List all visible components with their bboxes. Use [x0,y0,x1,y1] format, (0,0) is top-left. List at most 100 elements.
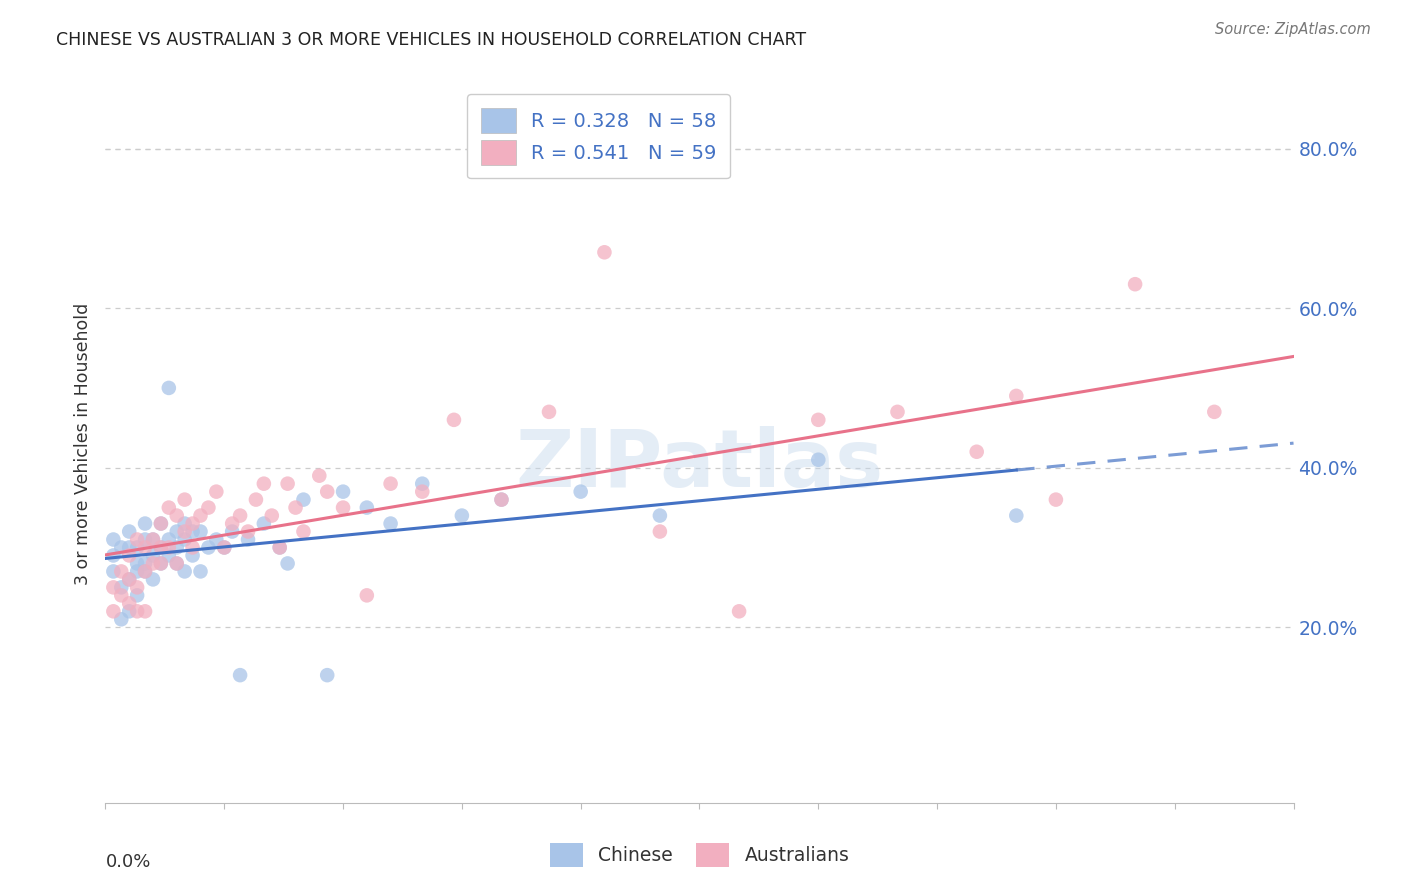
Point [253,516,276,531]
Point [142,573,165,587]
Point [450,508,472,523]
Point [292,524,315,539]
Point [127,588,149,602]
Point [886,405,908,419]
Point [134,541,156,555]
Y-axis label: 3 or more Vehicles in Household: 3 or more Vehicles in Household [75,302,93,585]
Point [103,549,125,563]
Point [149,541,172,555]
Point [214,541,236,555]
Point [166,524,188,539]
Point [205,533,228,547]
Point [103,533,125,547]
Point [807,413,830,427]
Point [173,516,195,531]
Point [221,524,243,539]
Point [269,541,291,555]
Point [110,541,132,555]
Point [127,581,149,595]
Point [149,516,172,531]
Point [236,533,259,547]
Point [197,541,219,555]
Text: Source: ZipAtlas.com: Source: ZipAtlas.com [1215,22,1371,37]
Point [118,524,141,539]
Point [142,557,165,571]
Point [277,557,299,571]
Point [157,541,180,555]
Point [157,381,180,395]
Point [316,668,339,682]
Point [411,484,433,499]
Point [142,533,165,547]
Point [236,524,259,539]
Point [110,565,132,579]
Point [181,516,204,531]
Point [1005,389,1028,403]
Point [1045,492,1067,507]
Legend: Chinese, Australians: Chinese, Australians [540,833,859,876]
Point [173,533,195,547]
Point [127,541,149,555]
Point [648,524,671,539]
Text: 0.0%: 0.0% [105,853,150,871]
Point [127,604,149,618]
Point [118,541,141,555]
Point [166,541,188,555]
Point [173,524,195,539]
Point [411,476,433,491]
Point [118,596,141,610]
Point [134,516,156,531]
Point [134,565,156,579]
Point [1204,405,1226,419]
Point [284,500,307,515]
Point [443,413,465,427]
Point [127,565,149,579]
Point [190,524,212,539]
Point [134,533,156,547]
Point [214,541,236,555]
Point [134,604,156,618]
Point [142,549,165,563]
Point [229,508,252,523]
Point [332,500,354,515]
Point [157,549,180,563]
Text: ZIPatlas: ZIPatlas [516,426,883,504]
Point [166,508,188,523]
Point [149,557,172,571]
Point [593,245,616,260]
Point [181,541,204,555]
Point [356,588,378,602]
Point [537,405,560,419]
Point [134,565,156,579]
Point [807,452,830,467]
Point [149,541,172,555]
Text: CHINESE VS AUSTRALIAN 3 OR MORE VEHICLES IN HOUSEHOLD CORRELATION CHART: CHINESE VS AUSTRALIAN 3 OR MORE VEHICLES… [56,31,807,49]
Point [157,500,180,515]
Point [277,476,299,491]
Point [110,588,132,602]
Point [118,604,141,618]
Point [648,508,671,523]
Point [221,516,243,531]
Point [332,484,354,499]
Point [110,612,132,626]
Point [118,573,141,587]
Point [569,484,592,499]
Point [190,508,212,523]
Point [260,508,283,523]
Point [728,604,751,618]
Point [380,516,402,531]
Point [127,557,149,571]
Point [269,541,291,555]
Point [1005,508,1028,523]
Point [149,516,172,531]
Point [173,492,195,507]
Point [229,668,252,682]
Point [181,524,204,539]
Point [292,492,315,507]
Point [103,581,125,595]
Point [1123,277,1146,292]
Point [103,565,125,579]
Point [356,500,378,515]
Point [205,484,228,499]
